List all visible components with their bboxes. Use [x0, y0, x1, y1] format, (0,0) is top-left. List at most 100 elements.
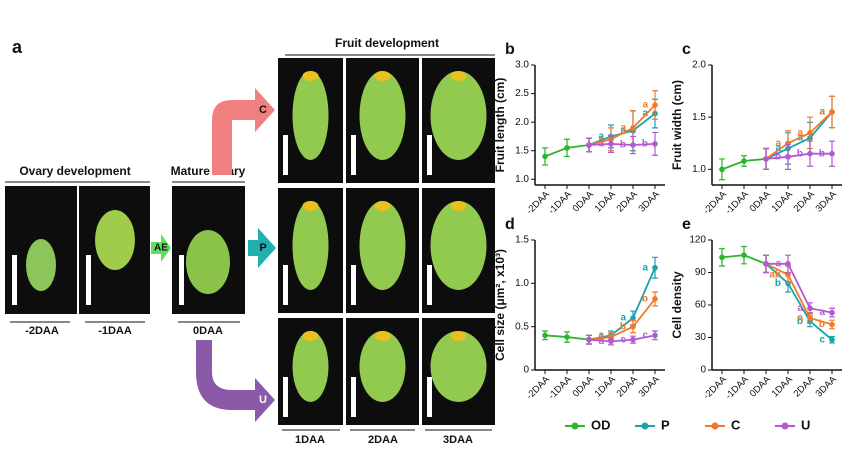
series-line	[765, 111, 833, 160]
significance-letter: b	[620, 321, 626, 332]
y-tick-label: 0	[700, 365, 706, 376]
significance-letter: a	[598, 131, 604, 142]
scale-bar	[283, 135, 288, 175]
y-tick-label: 3.0	[515, 60, 529, 71]
panel-label: d	[505, 216, 515, 233]
x-tick-label: -1DAA	[546, 189, 574, 217]
y-tick-label: 60	[695, 300, 707, 311]
significance-letter: a	[620, 313, 626, 324]
x-tick-label: 1DAA	[593, 374, 619, 400]
data-point	[763, 156, 769, 162]
significance-letter: b	[620, 140, 626, 151]
fruit	[292, 71, 329, 160]
x-tick-label: 3DAA	[637, 189, 663, 215]
x-tick-label: 2DAA	[615, 374, 641, 400]
significance-letter: a	[775, 143, 781, 154]
data-point	[829, 321, 835, 328]
photos	[5, 186, 245, 314]
data-point	[652, 102, 658, 108]
significance-letter: a	[598, 332, 604, 343]
scale-bar	[86, 255, 91, 305]
significance-letter: a	[620, 125, 626, 136]
legend-marker	[641, 422, 649, 430]
series-line	[765, 152, 832, 160]
stigma	[302, 71, 319, 81]
y-tick-label: 2.0	[515, 117, 529, 128]
data-point	[542, 332, 548, 339]
data-point	[630, 315, 636, 321]
arrow	[196, 340, 275, 422]
fruit	[430, 201, 487, 290]
fruit	[292, 331, 329, 402]
significance-letter: a	[819, 107, 825, 118]
y-tick-label: 1.0	[692, 164, 706, 175]
significance-letter: c	[642, 330, 648, 341]
significance-letter: a	[819, 107, 825, 118]
significance-letter: b	[642, 294, 648, 305]
significance-letter: c	[819, 334, 825, 345]
significance-letter: a	[598, 330, 604, 341]
legend-label: P	[661, 417, 670, 432]
arrow	[248, 228, 276, 268]
x-tick-label: 2DAA	[792, 374, 818, 400]
y-tick-label: 2.5	[515, 88, 529, 99]
x-tick-label: -2DAA	[524, 374, 552, 402]
arrow	[151, 234, 171, 262]
data-point	[763, 261, 769, 267]
data-point	[608, 141, 614, 147]
data-point	[630, 323, 636, 330]
photo-label: -1DAA	[98, 325, 132, 337]
x-tick-label: 3DAA	[814, 374, 840, 400]
significance-letter: a	[775, 138, 781, 149]
x-tick-label: 1DAA	[770, 189, 796, 215]
y-axis-label: Cell size (μm², x10³)	[493, 249, 507, 361]
data-point	[785, 271, 791, 278]
fruit	[359, 331, 406, 402]
y-tick-label: 90	[695, 267, 707, 278]
data-point	[652, 296, 658, 302]
y-tick-label: 1.0	[515, 278, 529, 289]
significance-letter: ab	[769, 269, 781, 280]
data-point	[741, 252, 747, 258]
data-point	[652, 332, 658, 339]
x-tick-label: 2DAA	[615, 189, 641, 215]
significance-letter: c	[620, 334, 626, 345]
x-tick-label: -2DAA	[701, 189, 729, 217]
series-line	[766, 262, 833, 314]
significance-letter: a	[598, 336, 604, 347]
x-tick-label: 3DAA	[637, 374, 663, 400]
legend-marker	[711, 422, 719, 430]
fruit	[359, 201, 406, 290]
x-tick-label: -2DAA	[524, 189, 552, 217]
data-point	[829, 150, 835, 157]
x-tick-label: -1DAA	[546, 374, 574, 402]
ovary	[186, 230, 230, 294]
y-tick-label: 30	[695, 332, 707, 343]
data-point	[829, 336, 835, 343]
photo-label: -2DAA	[25, 325, 59, 337]
scale-bar	[351, 265, 356, 305]
significance-letter: b	[797, 316, 803, 327]
scale-bar	[351, 377, 356, 417]
scale-bar	[12, 255, 17, 305]
stigma	[302, 331, 319, 341]
data-point	[807, 150, 813, 157]
data-point	[719, 254, 725, 261]
data-point	[608, 338, 614, 345]
series-line	[765, 111, 833, 160]
fruit	[359, 71, 406, 160]
stigma	[450, 201, 467, 211]
series-line	[588, 104, 656, 146]
x-tick-label: -1DAA	[723, 374, 751, 402]
panel-label: a	[12, 37, 23, 57]
significance-letter: a	[642, 100, 648, 111]
significance-letter: a	[598, 138, 604, 149]
fruit-title: Fruit development	[335, 36, 439, 50]
significance-letter: a	[797, 127, 803, 138]
data-point	[807, 130, 813, 136]
significance-letter: b	[775, 278, 781, 289]
y-tick-label: 0.5	[515, 321, 529, 332]
scale-bar	[179, 255, 184, 305]
significance-letter: a	[620, 122, 626, 133]
